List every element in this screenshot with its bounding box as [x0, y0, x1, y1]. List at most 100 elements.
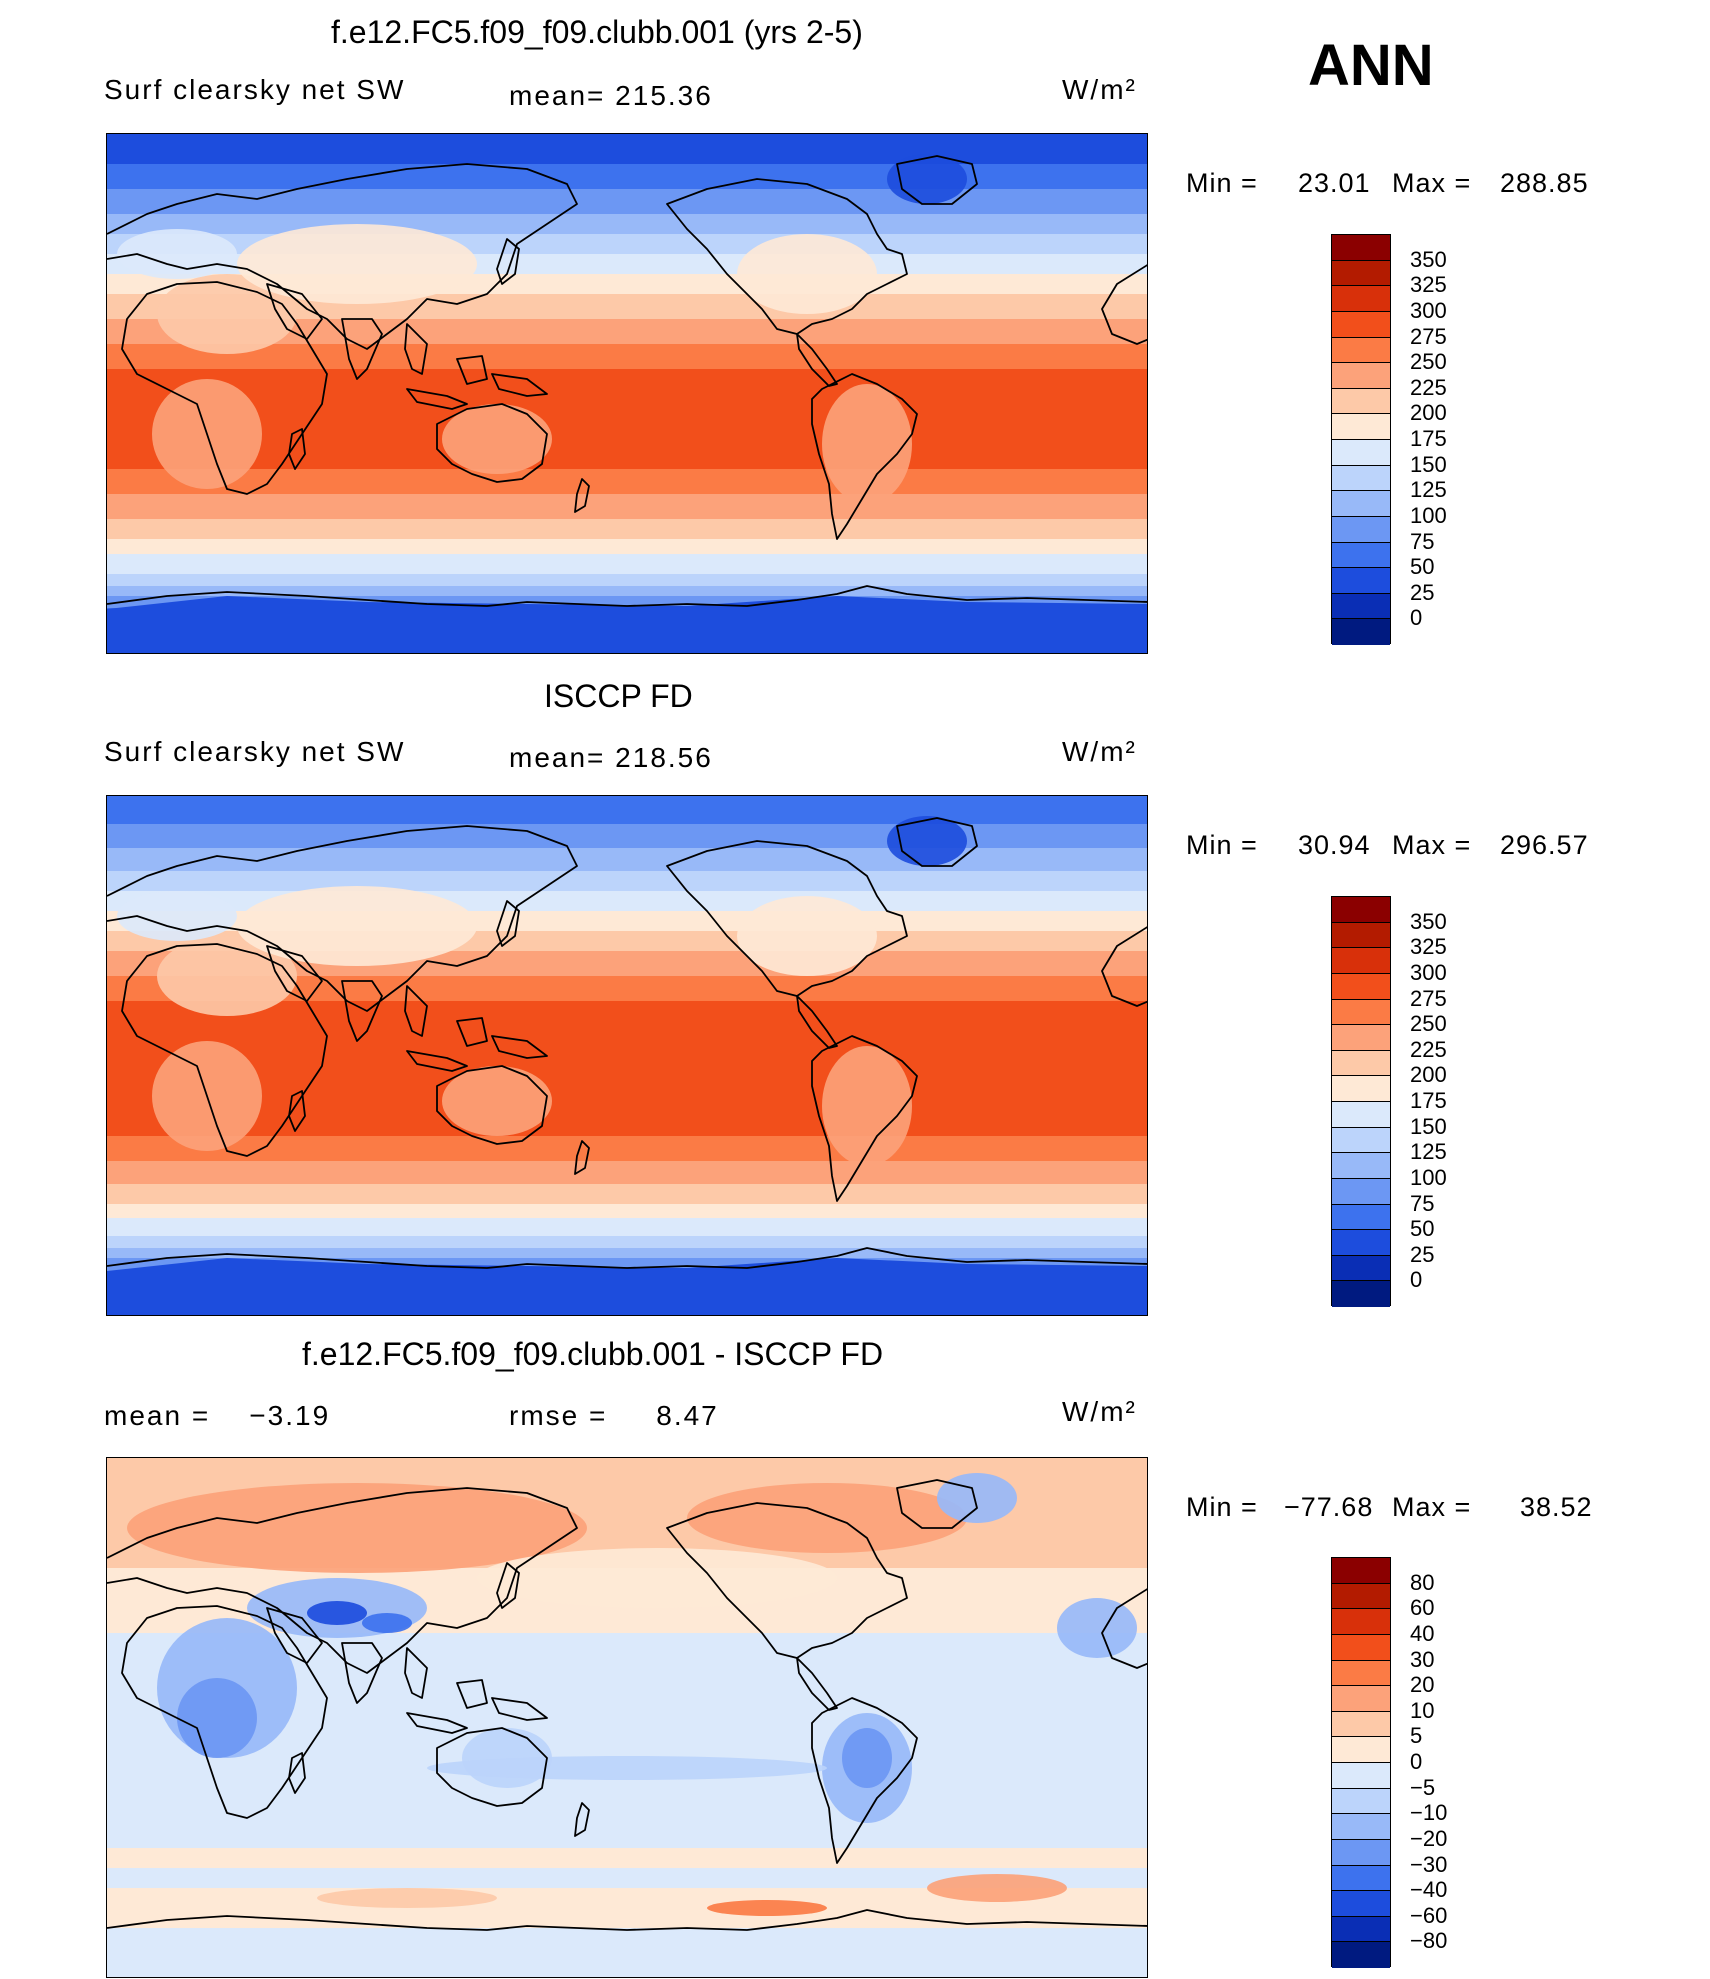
panel3-mean-label: mean = −3.19 [104, 1400, 331, 1431]
map-field-shape [107, 469, 1147, 495]
map-field-shape [107, 1928, 1147, 1977]
colorbar-tick-label: 30 [1410, 1646, 1435, 1672]
panel2-min-label: Min = [1186, 830, 1258, 860]
colorbar-swatch [1332, 1127, 1390, 1154]
colorbar-swatch [1332, 363, 1390, 389]
colorbar-tick-label: 350 [1410, 246, 1447, 272]
panel1-units: W/m² [1062, 74, 1137, 105]
colorbar-tick-label: 300 [1410, 297, 1447, 323]
map-field-shape [107, 494, 1147, 520]
panel1-min-label: Min = [1186, 168, 1258, 198]
colorbar-swatch [1332, 1153, 1390, 1179]
colorbar-swatch [1332, 1558, 1390, 1584]
map-field-shape [237, 886, 477, 966]
colorbar-swatch [1332, 440, 1390, 466]
map-field-shape [887, 154, 967, 204]
panel1-max-value: 288.85 [1500, 168, 1589, 198]
map-field-shape [107, 1161, 1147, 1185]
colorbar-tick-label: 225 [1410, 1036, 1447, 1062]
map-field-shape [237, 224, 477, 304]
colorbar-tick-label: 10 [1410, 1697, 1435, 1723]
panel2-max-label: Max = [1392, 830, 1472, 860]
map-field-shape [822, 1046, 912, 1166]
colorbar-tick-label: 20 [1410, 1672, 1435, 1698]
colorbar-swatch [1332, 593, 1390, 620]
panel2-variable-label: Surf clearsky net SW [104, 736, 406, 767]
colorbar-tick-label: 125 [1410, 1139, 1447, 1165]
panel2-colorbar [1331, 896, 1391, 1307]
colorbar-tick-label: 200 [1410, 400, 1447, 426]
colorbar-swatch [1332, 1609, 1390, 1635]
colorbar-tick-label: 5 [1410, 1723, 1423, 1749]
map-field-shape [107, 848, 1147, 872]
map-field-shape [107, 344, 1147, 370]
colorbar-tick-label: −60 [1410, 1902, 1448, 1928]
panel2-mean-label: mean= 218.56 [509, 742, 713, 773]
map-field-shape [107, 574, 1147, 587]
map-field-shape [107, 189, 1147, 215]
colorbar-swatch [1332, 1178, 1390, 1205]
colorbar-swatch [1332, 1916, 1390, 1943]
panel3-min-value: −77.68 [1284, 1492, 1374, 1522]
panel1-min-value: 23.01 [1298, 168, 1371, 198]
panel3-colorbar [1331, 1557, 1391, 1968]
map-field-shape [107, 1136, 1147, 1162]
map-field-shape [307, 1601, 367, 1625]
panel3-map [106, 1457, 1148, 1978]
colorbar-swatch [1332, 568, 1390, 594]
colorbar-swatch [1332, 1814, 1390, 1840]
colorbar-tick-label: 150 [1410, 451, 1447, 477]
map-field-shape [177, 1678, 257, 1758]
colorbar-swatch [1332, 619, 1390, 645]
panel3-min-label: Min = [1186, 1492, 1258, 1522]
colorbar-tick-label: −40 [1410, 1877, 1448, 1903]
colorbar-swatch [1332, 1583, 1390, 1610]
map-field-shape [887, 816, 967, 866]
panel3-units: W/m² [1062, 1396, 1137, 1427]
colorbar-swatch [1332, 1230, 1390, 1256]
colorbar-tick-label: 0 [1410, 1267, 1423, 1293]
map-field-shape [107, 1001, 1147, 1027]
panel2-max-value: 296.57 [1500, 830, 1589, 860]
panel2-title: ISCCP FD [544, 678, 693, 714]
colorbar-tick-label: 50 [1410, 554, 1435, 580]
colorbar-swatch [1332, 1255, 1390, 1282]
map-field-shape [737, 234, 877, 314]
map-field-shape [362, 1613, 412, 1633]
map-field-shape [937, 1473, 1017, 1523]
colorbar-tick-label: 350 [1410, 908, 1447, 934]
map-field-shape [822, 384, 912, 504]
colorbar-swatch [1332, 1076, 1390, 1102]
colorbar-swatch [1332, 1281, 1390, 1307]
map-field-shape [107, 1868, 1147, 1888]
colorbar-tick-label: 80 [1410, 1569, 1435, 1595]
map-field-shape [107, 871, 1147, 892]
colorbar-swatch [1332, 542, 1390, 569]
map-field-shape [107, 554, 1147, 575]
colorbar-tick-label: 50 [1410, 1216, 1435, 1242]
map-field-shape [442, 1066, 552, 1136]
colorbar-swatch [1332, 260, 1390, 287]
colorbar-swatch [1332, 1942, 1390, 1968]
colorbar-swatch [1332, 1634, 1390, 1661]
colorbar-swatch [1332, 1788, 1390, 1815]
map-field-shape [107, 1848, 1147, 1868]
map-field-shape [427, 1756, 827, 1780]
map-field-shape [107, 1236, 1147, 1249]
colorbar-tick-label: 125 [1410, 477, 1447, 503]
panel1-colorbar [1331, 234, 1391, 645]
colorbar-swatch [1332, 465, 1390, 492]
colorbar-swatch [1332, 973, 1390, 1000]
colorbar-tick-label: 25 [1410, 1241, 1435, 1267]
map-field-shape [127, 1483, 587, 1573]
colorbar-swatch [1332, 1737, 1390, 1763]
colorbar-tick-label: −5 [1410, 1774, 1436, 1800]
colorbar-swatch [1332, 337, 1390, 364]
map-field-shape [107, 1218, 1147, 1237]
map-field-shape [737, 896, 877, 976]
colorbar-tick-label: 250 [1410, 349, 1447, 375]
colorbar-tick-label: −10 [1410, 1800, 1448, 1826]
panel2-map [106, 795, 1148, 1316]
panel3-max-label: Max = [1392, 1492, 1472, 1522]
map-field-shape [107, 1258, 1147, 1315]
